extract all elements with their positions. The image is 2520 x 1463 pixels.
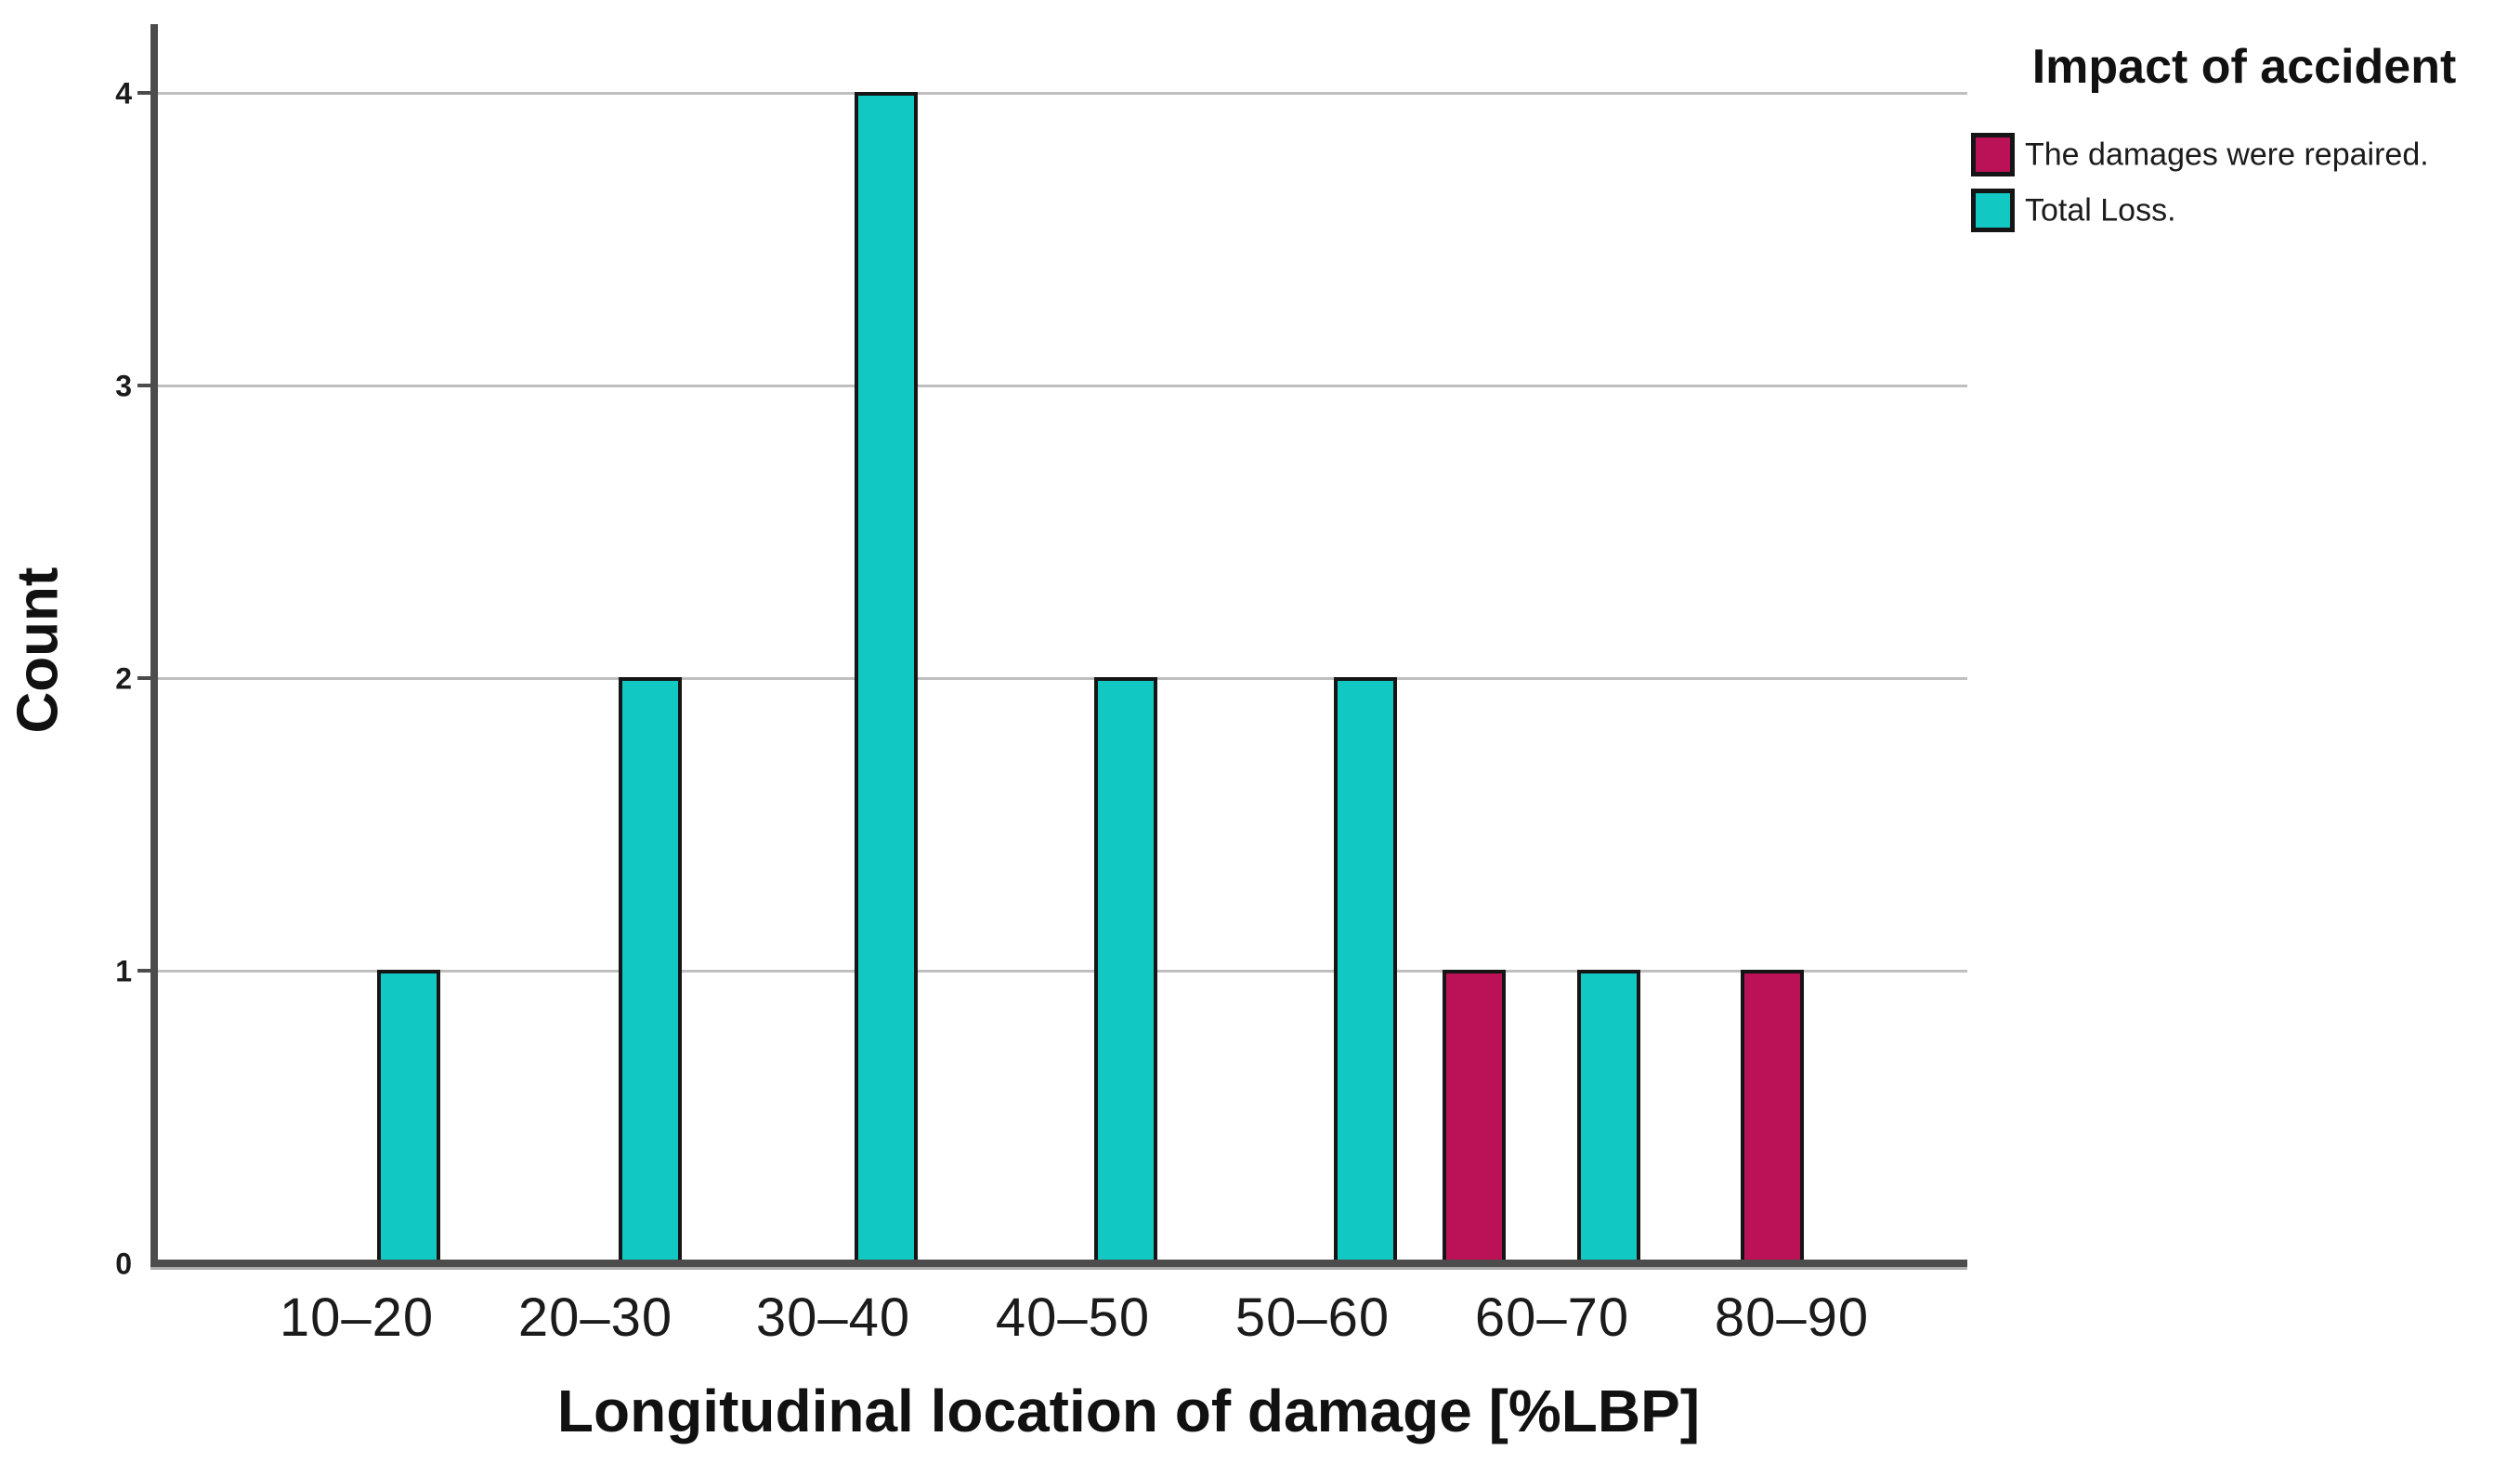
- x-tick-label: 50–60: [1234, 1287, 1391, 1348]
- gridline: [154, 385, 1967, 387]
- x-axis-shadow-line: [150, 1267, 1967, 1270]
- y-tick-mark: [137, 676, 153, 680]
- x-tick-label: 20–30: [517, 1287, 673, 1348]
- x-tick-label: 10–20: [279, 1287, 435, 1348]
- bar-total-loss: [377, 970, 440, 1267]
- gridline: [154, 970, 1967, 973]
- gridline: [154, 677, 1967, 680]
- y-tick-label: 0: [115, 1247, 132, 1281]
- bar-total-loss: [855, 92, 918, 1267]
- gridline: [154, 92, 1967, 95]
- bar-total-loss: [619, 677, 682, 1267]
- y-tick-mark: [137, 91, 153, 95]
- bar-damages-repaired: [1741, 970, 1804, 1267]
- x-tick-label: 30–40: [755, 1287, 911, 1348]
- x-tick-label: 80–90: [1714, 1287, 1870, 1348]
- x-axis-line: [150, 1260, 1967, 1267]
- bar-total-loss: [1094, 677, 1157, 1267]
- y-tick-label: 4: [115, 76, 132, 111]
- y-axis-title: Count: [6, 567, 71, 734]
- y-tick-label: 2: [115, 661, 132, 696]
- y-tick-mark: [137, 384, 153, 387]
- bar-total-loss: [1577, 970, 1640, 1267]
- y-tick-mark: [137, 969, 153, 973]
- bar-damages-repaired: [1443, 970, 1506, 1267]
- y-axis-line: [150, 24, 158, 1267]
- y-tick-label: 1: [115, 954, 132, 988]
- x-tick-label: 40–50: [995, 1287, 1151, 1348]
- y-tick-label: 3: [115, 369, 132, 403]
- bar-total-loss: [1334, 677, 1397, 1267]
- x-axis-title: Longitudinal location of damage [%LBP]: [556, 1378, 1701, 1444]
- x-tick-label: 60–70: [1474, 1287, 1630, 1348]
